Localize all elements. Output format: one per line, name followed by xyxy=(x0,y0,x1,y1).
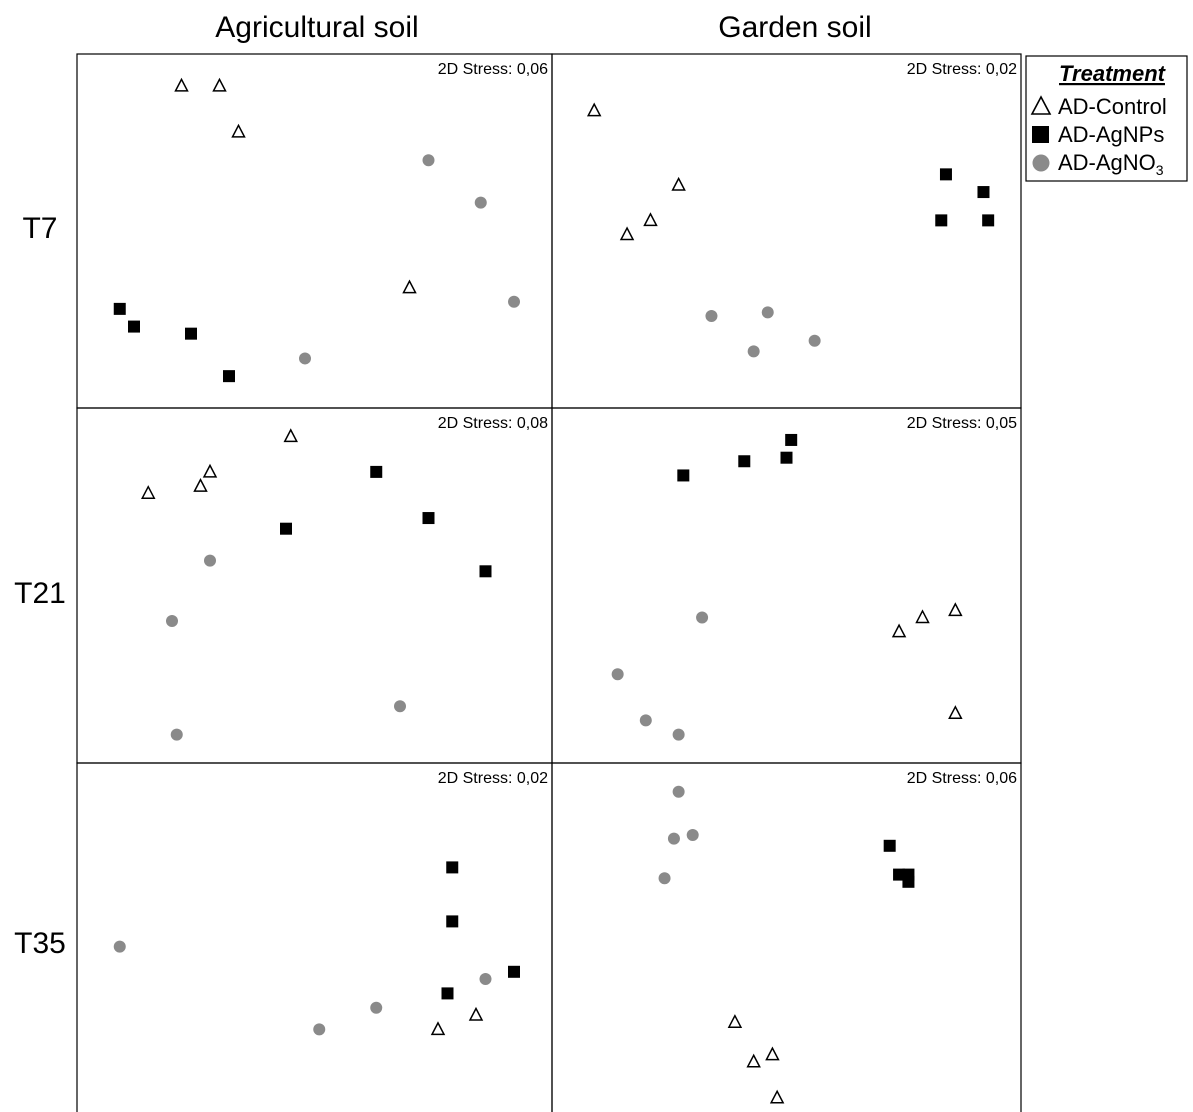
point-control-t35-agricultural-2 xyxy=(430,1021,446,1036)
point-agno3-t21-agricultural-3 xyxy=(394,700,406,713)
legend-label-agno3-subscript: 3 xyxy=(1156,162,1164,178)
legend-marker-agnps xyxy=(1032,126,1049,143)
point-control-t7-agricultural-2 xyxy=(212,77,227,92)
point-agnps-t7-agricultural-2 xyxy=(128,320,140,333)
row-label-t35: T35 xyxy=(14,927,66,960)
point-agnps-t7-agricultural-4 xyxy=(223,370,235,383)
point-agno3-t21-agricultural-1 xyxy=(204,554,216,567)
column-title-garden: Garden soil xyxy=(718,11,871,44)
point-agno3-t21-agricultural-4 xyxy=(170,728,183,741)
panel-frame-t21-agricultural xyxy=(76,407,553,764)
point-control-t21-agricultural-4 xyxy=(141,485,156,499)
point-control-t21-garden-2 xyxy=(915,609,930,624)
row-label-t7: T7 xyxy=(22,212,57,245)
point-agno3-t35-agricultural-4 xyxy=(313,1023,326,1036)
point-agnps-t7-garden-1 xyxy=(939,168,952,181)
row-label-t21: T21 xyxy=(14,577,66,610)
point-agnps-t7-agricultural-3 xyxy=(185,327,197,340)
point-control-t35-garden-4 xyxy=(769,1089,785,1104)
point-agno3-t35-agricultural-3 xyxy=(370,1001,383,1014)
stress-label-t7-agricultural: 2D Stress: 0,06 xyxy=(438,61,548,78)
point-agno3-t35-garden-4 xyxy=(658,872,671,885)
point-agnps-t7-garden-3 xyxy=(935,214,948,227)
point-control-t7-agricultural-4 xyxy=(402,279,417,294)
panel-frame-t35-garden xyxy=(551,762,1022,1112)
point-agno3-t7-garden-4 xyxy=(808,334,821,347)
point-control-t7-agricultural-1 xyxy=(174,77,189,92)
legend-label-agno3-main: AD-AgNO xyxy=(1058,150,1156,175)
point-agno3-t35-agricultural-1 xyxy=(113,940,126,953)
point-agno3-t7-garden-2 xyxy=(761,306,774,319)
legend-label-agnps: AD-AgNPs xyxy=(1058,122,1164,147)
stress-label-t21-agricultural: 2D Stress: 0,08 xyxy=(438,415,548,432)
legend-marker-control xyxy=(1030,95,1052,115)
point-agnps-t21-garden-2 xyxy=(780,451,793,464)
panel-frame-t7-agricultural xyxy=(76,53,553,409)
point-agnps-t21-agricultural-1 xyxy=(370,465,383,478)
point-control-t21-garden-4 xyxy=(948,705,963,720)
point-agno3-t21-garden-4 xyxy=(672,728,685,741)
legend-marker-agno3 xyxy=(1032,154,1050,172)
stress-label-t35-garden: 2D Stress: 0,06 xyxy=(907,770,1017,787)
point-agno3-t7-garden-1 xyxy=(705,309,718,322)
point-control-t7-garden-2 xyxy=(671,176,686,191)
panel-frame-t7-garden xyxy=(551,53,1022,409)
point-agnps-t35-agricultural-2 xyxy=(446,915,459,928)
legend-label-agno3: AD-AgNO3 xyxy=(1058,150,1164,178)
legend: Treatment AD-Control AD-AgNPs AD-AgNO3 xyxy=(1025,55,1188,182)
point-control-t7-garden-1 xyxy=(586,102,602,117)
point-agno3-t7-agricultural-3 xyxy=(508,295,520,308)
point-agnps-t35-garden-4 xyxy=(902,875,915,888)
point-control-t35-agricultural-1 xyxy=(468,1006,484,1021)
column-title-agricultural: Agricultural soil xyxy=(215,11,418,44)
point-control-t7-agricultural-3 xyxy=(231,123,246,138)
stress-label-t35-agricultural: 2D Stress: 0,02 xyxy=(438,770,548,787)
point-agno3-t21-agricultural-2 xyxy=(166,615,178,627)
point-control-t21-garden-1 xyxy=(948,602,963,617)
point-agnps-t7-garden-4 xyxy=(982,214,995,227)
point-agnps-t21-garden-1 xyxy=(785,433,798,446)
point-agno3-t21-garden-3 xyxy=(639,714,652,727)
point-agno3-t7-agricultural-4 xyxy=(299,352,311,365)
point-control-t35-garden-2 xyxy=(765,1046,780,1061)
point-agno3-t35-garden-1 xyxy=(672,785,685,798)
point-agnps-t35-garden-2 xyxy=(893,868,906,881)
point-control-t21-garden-3 xyxy=(891,623,907,638)
point-agno3-t7-agricultural-1 xyxy=(422,154,435,167)
point-agno3-t35-garden-3 xyxy=(667,832,680,845)
legend-box xyxy=(1025,55,1188,182)
stress-label-t21-garden: 2D Stress: 0,05 xyxy=(907,415,1017,432)
point-agnps-t21-garden-4 xyxy=(677,469,690,482)
point-agnps-t35-agricultural-3 xyxy=(508,965,520,978)
point-control-t21-agricultural-1 xyxy=(283,428,298,443)
point-agnps-t35-garden-1 xyxy=(883,839,896,852)
point-agno3-t21-garden-2 xyxy=(611,668,624,681)
point-control-t35-garden-1 xyxy=(727,1014,743,1028)
stress-label-t7-garden: 2D Stress: 0,02 xyxy=(907,61,1017,78)
point-agno3-t7-garden-3 xyxy=(747,345,760,358)
point-control-t7-garden-4 xyxy=(619,226,635,241)
scatter-markers xyxy=(113,77,995,1104)
point-agno3-t35-garden-2 xyxy=(686,829,699,841)
panel-grid xyxy=(76,53,1022,1112)
point-agnps-t21-garden-3 xyxy=(738,455,751,468)
point-agno3-t7-agricultural-2 xyxy=(474,196,487,209)
legend-label-control: AD-Control xyxy=(1058,94,1167,119)
point-control-t35-garden-3 xyxy=(746,1053,761,1068)
point-agnps-t21-agricultural-4 xyxy=(479,565,492,578)
point-control-t7-garden-3 xyxy=(643,212,658,227)
point-control-t21-agricultural-3 xyxy=(193,477,208,492)
point-agnps-t21-agricultural-3 xyxy=(280,522,292,535)
point-agnps-t7-garden-2 xyxy=(977,186,990,199)
point-agnps-t7-agricultural-1 xyxy=(113,302,126,315)
legend-title: Treatment xyxy=(1059,61,1167,86)
point-agnps-t35-agricultural-4 xyxy=(441,987,454,1000)
point-agno3-t21-garden-1 xyxy=(696,611,709,624)
point-agnps-t35-agricultural-1 xyxy=(446,861,459,874)
point-agnps-t21-agricultural-2 xyxy=(422,512,435,525)
panel-frame-t35-agricultural xyxy=(76,762,553,1112)
point-agno3-t35-agricultural-2 xyxy=(479,973,492,985)
point-control-t21-agricultural-2 xyxy=(202,463,218,478)
